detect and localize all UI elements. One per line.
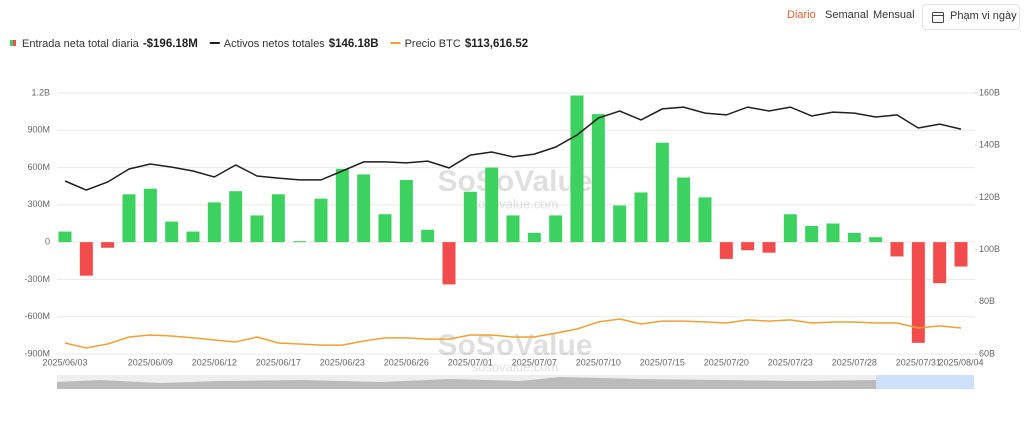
bar (677, 177, 691, 243)
y2-tick-label: 140B (979, 140, 1000, 150)
bar (549, 215, 563, 243)
y-tick-label: -900M (24, 348, 50, 358)
navigator-area (57, 377, 876, 389)
line (64, 106, 962, 191)
bar (506, 215, 520, 243)
bar (719, 242, 733, 259)
bar (293, 241, 307, 243)
x-tick-label: 2025/06/26 (384, 357, 429, 367)
bar (762, 242, 776, 253)
bar (655, 142, 669, 243)
bar (207, 202, 221, 243)
bar (698, 197, 712, 243)
y-tick-label: 900M (27, 125, 50, 135)
bar (570, 95, 584, 243)
bar (421, 229, 435, 243)
y-tick-label: 1.2B (31, 87, 50, 97)
x-tick-label: 2025/08/04 (938, 357, 983, 367)
x-tick-label: 2025/06/12 (192, 357, 237, 367)
y2-tick-label: 60B (979, 348, 995, 358)
bar (869, 237, 883, 243)
date-range-label: Phạm vi ngày (950, 10, 1017, 22)
bar (847, 232, 861, 243)
x-tick-label: 2025/07/28 (832, 357, 877, 367)
x-tick-label: 2025/07/15 (640, 357, 685, 367)
watermark: SoSoValue (437, 165, 592, 198)
tab[interactable]: Diario (787, 9, 816, 21)
x-tick-label: 2025/07/31 (896, 357, 941, 367)
legend-label: Activos netos totales (224, 38, 325, 50)
bar (442, 242, 456, 285)
x-tick-label: 2025/07/07 (512, 357, 557, 367)
bar (783, 214, 797, 243)
bar (485, 167, 499, 243)
x-tick-label: 2025/07/20 (704, 357, 749, 367)
watermark: sosovalue.com (472, 196, 559, 211)
navigator-selection[interactable] (876, 375, 974, 389)
line (64, 318, 962, 349)
bar (805, 225, 819, 243)
y-tick-label: 0 (45, 237, 50, 247)
bar (463, 191, 477, 243)
y2-tick-label: 120B (979, 192, 1000, 202)
x-tick-label: 2025/06/09 (128, 357, 173, 367)
date-range-button[interactable]: Phạm vi ngày (922, 4, 1020, 30)
legend-label: Precio BTC (405, 38, 461, 50)
legend-label: Entrada neta total diaria (22, 38, 140, 50)
bar (399, 180, 413, 243)
legend-marker (10, 40, 13, 46)
legend-value: $113,616.52 (465, 38, 528, 50)
bar (826, 223, 840, 243)
bar (378, 214, 392, 243)
bar (741, 242, 755, 251)
y2-tick-label: 100B (979, 244, 1000, 254)
y-tick-label: 300M (27, 199, 50, 209)
bar (271, 194, 285, 243)
watermark: sosovalue.com (472, 359, 559, 374)
bar (634, 192, 648, 243)
bar (314, 198, 328, 243)
x-tick-label: 2025/06/03 (42, 357, 87, 367)
bar (527, 232, 541, 243)
bar (890, 242, 904, 257)
y-tick-label: -300M (24, 274, 50, 284)
calendar-icon (932, 12, 944, 23)
bar (101, 242, 115, 248)
bar (165, 221, 179, 243)
bar (591, 114, 605, 243)
bar (335, 168, 349, 243)
bar (122, 194, 136, 243)
bar (229, 191, 243, 243)
watermark: SoSoValue (437, 329, 592, 362)
bar (933, 242, 947, 284)
tab[interactable]: Semanal (825, 9, 869, 21)
bar (954, 242, 968, 267)
x-tick-label: 2025/07/01 (448, 357, 493, 367)
bar (357, 174, 371, 243)
bar (613, 205, 627, 243)
legend-value: $146.18B (329, 38, 379, 50)
legend-value: -$196.18M (143, 38, 198, 50)
bar (186, 231, 200, 243)
y2-tick-label: 80B (979, 296, 995, 306)
bar (250, 215, 264, 243)
y-tick-label: -600M (24, 311, 50, 321)
bar (143, 188, 157, 243)
bar (58, 231, 72, 243)
bar (79, 242, 93, 276)
y2-tick-label: 160B (979, 87, 1000, 97)
x-tick-label: 2025/06/23 (320, 357, 365, 367)
y-tick-label: 600M (27, 162, 50, 172)
x-tick-label: 2025/07/23 (768, 357, 813, 367)
x-tick-label: 2025/06/17 (256, 357, 301, 367)
tab[interactable]: Mensual (873, 9, 915, 21)
bar (911, 242, 925, 343)
legend-marker (13, 40, 16, 46)
x-tick-label: 2025/07/10 (576, 357, 621, 367)
